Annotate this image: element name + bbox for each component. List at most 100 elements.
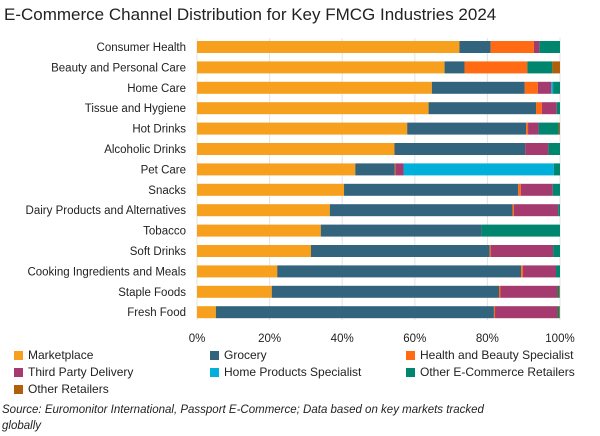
legend-label: Health and Beauty Specialist	[420, 348, 574, 362]
bar-segment	[558, 122, 560, 135]
bar-segment	[197, 143, 395, 155]
legend-item: Health and Beauty Specialist	[406, 348, 573, 362]
legend-swatch	[406, 367, 415, 377]
bar-segment	[215, 306, 494, 319]
legend-item: Grocery	[210, 348, 267, 362]
bar-segment	[557, 306, 560, 319]
source-note: Source: Euromonitor International, Passp…	[2, 404, 484, 432]
bar-segment	[197, 285, 272, 298]
bar-segment	[197, 102, 429, 115]
category-label: Tobacco	[143, 226, 186, 238]
bar-segment	[481, 224, 560, 237]
bar-segment	[464, 61, 528, 74]
legend-swatch	[406, 350, 415, 360]
bar-segment	[197, 265, 278, 278]
legend-item: Other Retailers	[14, 382, 109, 396]
legend-swatch	[14, 350, 23, 360]
bar-segment	[527, 61, 553, 74]
bar-segment	[553, 245, 560, 257]
x-tick-label: 0%	[189, 333, 206, 345]
legend-label: Other E-Commerce Retailers	[420, 365, 575, 379]
bar-segment	[551, 81, 554, 94]
bar-segment	[495, 306, 558, 319]
bar-segment	[459, 41, 491, 53]
bar-segment	[552, 61, 560, 74]
x-tick-label: 40%	[331, 333, 354, 345]
x-tick-label: 100%	[545, 333, 574, 345]
bar-segment	[197, 122, 408, 135]
category-label: Home Care	[127, 83, 186, 95]
bar-segment	[536, 102, 542, 115]
bar-segment	[548, 143, 560, 155]
bar-segment	[556, 265, 560, 278]
bar-segment	[197, 61, 445, 74]
bar-segment	[320, 224, 482, 237]
bar-segment	[394, 143, 526, 155]
bar-segment	[197, 183, 345, 196]
bar-segment	[521, 265, 523, 278]
x-tick-label: 60%	[403, 333, 426, 345]
bar-segment	[197, 204, 330, 217]
bar-segment	[512, 204, 514, 217]
legend-swatch	[14, 384, 23, 394]
legend-swatch	[210, 350, 219, 360]
legend-swatch	[14, 367, 23, 377]
bar-segment	[559, 285, 560, 298]
category-label: Pet Care	[141, 164, 186, 176]
bar-segment	[197, 41, 460, 53]
bar-segment	[559, 306, 560, 319]
legend-label: Third Party Delivery	[28, 365, 134, 379]
bar-segment	[344, 183, 519, 196]
bar-segment	[428, 102, 537, 115]
category-label: Fresh Food	[127, 307, 186, 319]
bar-segment	[310, 245, 490, 257]
bar-segment	[525, 143, 549, 155]
bar-segment	[197, 163, 356, 176]
chart-title: E-Commerce Channel Distribution for Key …	[4, 5, 497, 24]
bar-segment	[553, 163, 560, 176]
bar-segment	[528, 122, 539, 135]
bar-segment	[490, 41, 534, 53]
legend-swatch	[210, 367, 219, 377]
bar-segment	[552, 183, 560, 196]
bar-segment	[329, 204, 513, 217]
legend-label: Home Products Specialist	[224, 365, 362, 379]
legend-item: Third Party Delivery	[14, 365, 133, 379]
bar-segment	[490, 245, 554, 257]
legend-item: Marketplace	[14, 348, 93, 362]
legend-label: Grocery	[224, 348, 267, 362]
bar-segment	[493, 306, 496, 319]
bar-segment	[526, 122, 529, 135]
category-label: Alcoholic Drinks	[104, 144, 186, 156]
plot-area: 0% 20% 40% 60% 80% 100% Consumer Health Beauty …	[26, 38, 575, 345]
category-label: Cooking Ingredients and Meals	[27, 266, 186, 278]
category-label: Hot Drinks	[132, 124, 186, 136]
bar-segment	[524, 81, 538, 94]
bar-segment	[499, 285, 501, 298]
legend-item: Home Products Specialist	[210, 365, 361, 379]
bar-segment	[395, 163, 404, 176]
category-label: Soft Drinks	[130, 246, 186, 258]
bar-segment	[558, 204, 560, 217]
bar-segment	[557, 285, 560, 298]
bar-segment	[513, 204, 559, 217]
bar-segment	[407, 122, 527, 135]
bar-segment	[403, 163, 554, 176]
bar-segment	[431, 81, 525, 94]
bar-segment	[355, 163, 395, 176]
legend-label: Other Retailers	[28, 382, 109, 396]
bar-segment	[197, 306, 216, 319]
bar-segment	[271, 285, 500, 298]
bar-segment	[500, 285, 558, 298]
legend-label: Marketplace	[28, 348, 94, 362]
bar-segment	[539, 41, 560, 53]
x-tick-label: 80%	[476, 333, 499, 345]
bar-segment	[541, 102, 557, 115]
bar-segment	[538, 122, 559, 135]
bar-segment	[394, 163, 396, 176]
category-label: Snacks	[148, 185, 186, 197]
category-label: Consumer Health	[97, 42, 186, 54]
category-label: Staple Foods	[118, 287, 186, 299]
bar-segment	[444, 61, 465, 74]
bar-segment	[537, 81, 552, 94]
